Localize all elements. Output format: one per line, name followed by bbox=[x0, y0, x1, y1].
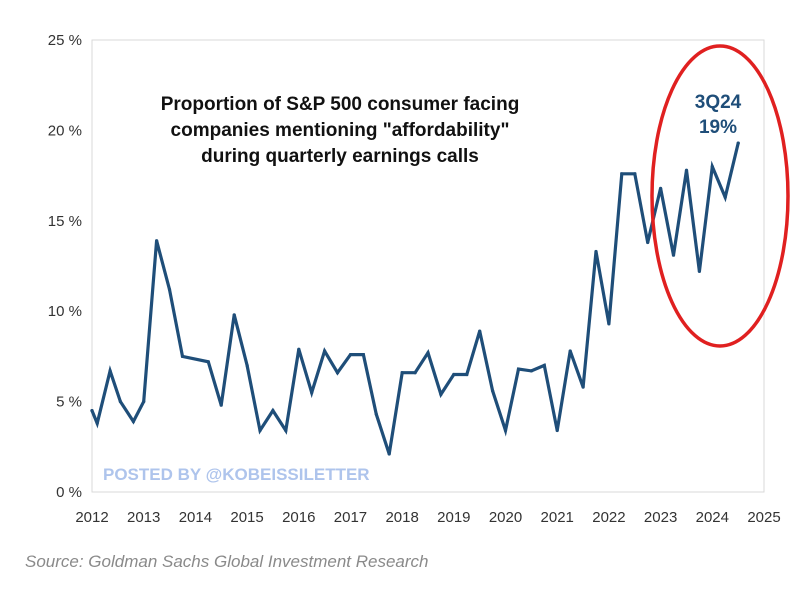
data-point bbox=[245, 363, 249, 367]
data-point bbox=[620, 172, 624, 176]
data-point bbox=[529, 369, 534, 373]
data-point bbox=[361, 353, 365, 357]
y-tick-label: 10 % bbox=[48, 303, 82, 320]
data-point bbox=[142, 400, 146, 404]
data-point bbox=[167, 287, 172, 292]
data-point bbox=[374, 412, 378, 416]
data-point bbox=[348, 353, 353, 357]
title-line-1: Proportion of S&P 500 consumer facing bbox=[161, 94, 520, 115]
x-tick-label: 2020 bbox=[489, 509, 522, 526]
data-point bbox=[465, 372, 469, 377]
data-point bbox=[271, 409, 275, 413]
x-tick-label: 2021 bbox=[541, 509, 574, 526]
data-point bbox=[452, 372, 456, 377]
x-tick-label: 2022 bbox=[592, 509, 625, 526]
y-axis-ticks: 0 % 5 % 10 % 15 % 20 % 25 % bbox=[48, 32, 82, 501]
data-point bbox=[736, 141, 740, 145]
x-tick-label: 2013 bbox=[127, 509, 160, 526]
data-point bbox=[697, 269, 702, 273]
data-point bbox=[684, 168, 689, 172]
data-point bbox=[478, 329, 482, 333]
data-point bbox=[400, 371, 404, 375]
data-point bbox=[671, 253, 676, 257]
x-tick-label: 2012 bbox=[75, 509, 108, 526]
x-tick-label: 2017 bbox=[334, 509, 367, 526]
data-point bbox=[232, 313, 236, 317]
y-tick-label: 25 % bbox=[48, 32, 82, 49]
data-point bbox=[219, 403, 223, 407]
data-point bbox=[206, 360, 210, 364]
x-tick-label: 2016 bbox=[282, 509, 315, 526]
data-point bbox=[710, 165, 714, 169]
series-line-affordability bbox=[90, 141, 740, 455]
data-point bbox=[426, 351, 430, 355]
plot-frame bbox=[91, 39, 765, 493]
data-point bbox=[503, 428, 508, 433]
x-tick-label: 2024 bbox=[696, 509, 729, 526]
x-tick-label: 2019 bbox=[437, 509, 470, 526]
series-points bbox=[90, 141, 740, 456]
data-point bbox=[491, 389, 495, 393]
data-point bbox=[387, 452, 391, 456]
callout-value-label: 19% bbox=[699, 117, 737, 138]
highlight-ellipse bbox=[650, 44, 790, 348]
chart-title: Proportion of S&P 500 consumer facing co… bbox=[161, 94, 520, 167]
source-note: Source: Goldman Sachs Global Investment … bbox=[25, 552, 428, 571]
y-tick-label: 0 % bbox=[56, 484, 82, 501]
data-point bbox=[607, 322, 611, 326]
watermark-text: POSTED BY @KOBEISSILETTER bbox=[103, 465, 370, 484]
x-tick-label: 2014 bbox=[179, 509, 212, 526]
x-axis-ticks: 2012 2013 2014 2015 2016 2017 2018 2019 2020 2021… bbox=[75, 509, 780, 526]
data-point bbox=[646, 240, 650, 245]
data-point bbox=[108, 369, 112, 373]
data-point bbox=[258, 428, 262, 433]
x-tick-label: 2025 bbox=[747, 509, 780, 526]
data-point bbox=[659, 186, 663, 190]
title-line-2: companies mentioning "affordability" bbox=[171, 120, 510, 141]
data-point bbox=[118, 400, 122, 404]
y-tick-label: 5 % bbox=[56, 394, 82, 411]
data-point bbox=[310, 391, 314, 395]
callout-period-label: 3Q24 bbox=[695, 92, 742, 113]
data-point bbox=[594, 249, 598, 254]
data-point bbox=[297, 347, 301, 351]
data-point bbox=[155, 239, 159, 243]
y-tick-label: 20 % bbox=[48, 122, 82, 139]
data-point bbox=[581, 385, 585, 389]
data-point bbox=[542, 363, 546, 367]
title-line-3: during quarterly earnings calls bbox=[201, 146, 479, 167]
data-point bbox=[633, 172, 637, 176]
data-point bbox=[555, 428, 559, 433]
data-point bbox=[180, 354, 185, 358]
data-point bbox=[335, 371, 340, 375]
x-tick-label: 2015 bbox=[230, 509, 263, 526]
data-point bbox=[723, 195, 727, 199]
data-point bbox=[323, 349, 327, 353]
data-point bbox=[95, 421, 99, 425]
data-point bbox=[568, 349, 572, 353]
data-point bbox=[516, 367, 521, 371]
data-point bbox=[439, 392, 443, 396]
y-tick-label: 15 % bbox=[48, 213, 82, 230]
data-point bbox=[90, 409, 94, 413]
x-tick-label: 2018 bbox=[385, 509, 418, 526]
data-point bbox=[284, 428, 288, 433]
data-point bbox=[131, 419, 135, 424]
x-tick-label: 2023 bbox=[644, 509, 677, 526]
data-point bbox=[413, 371, 417, 375]
